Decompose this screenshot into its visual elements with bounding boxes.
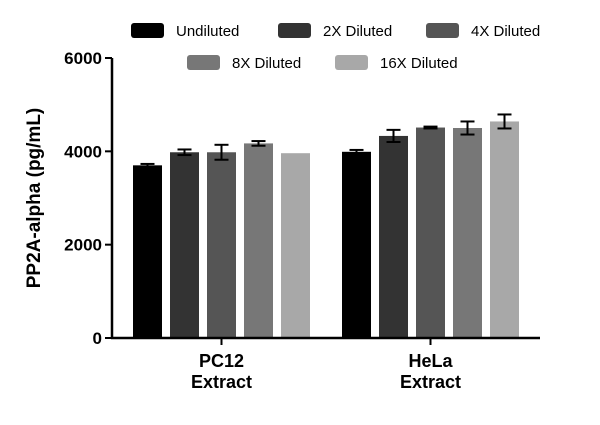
y-tick-label: 6000 xyxy=(64,49,102,68)
legend-swatch xyxy=(278,23,311,38)
legend: Undiluted 2X Diluted 4X Diluted 8X Diluted 1… xyxy=(131,23,540,72)
error-bars xyxy=(140,113,512,168)
bar xyxy=(490,121,519,338)
bar xyxy=(207,152,236,338)
legend-label: 4X Diluted xyxy=(471,23,540,40)
legend-swatch xyxy=(187,55,220,70)
bar xyxy=(342,151,371,338)
y-tick-label: 2000 xyxy=(64,236,102,255)
bar xyxy=(453,128,482,338)
bar xyxy=(379,135,408,338)
legend-label: 8X Diluted xyxy=(232,55,301,72)
legend-label: 16X Diluted xyxy=(380,55,458,72)
bar xyxy=(170,152,199,338)
y-tick-label: 0 xyxy=(93,329,102,348)
legend-label: 2X Diluted xyxy=(323,23,392,40)
x-tick-label: Extract xyxy=(400,372,461,392)
legend-label: Undiluted xyxy=(176,23,239,40)
x-tick-label: PC12 xyxy=(199,351,244,371)
x-tick-label: Extract xyxy=(191,372,252,392)
legend-swatch xyxy=(426,23,459,38)
bar xyxy=(244,143,273,338)
axes xyxy=(110,58,540,340)
y-tick-label: 4000 xyxy=(64,142,102,161)
x-tick-label: HeLa xyxy=(408,351,453,371)
legend-swatch xyxy=(335,55,368,70)
legend-swatch xyxy=(131,23,164,38)
y-ticks: 0 2000 4000 6000 xyxy=(64,49,112,348)
bar xyxy=(133,165,162,338)
bars xyxy=(133,121,519,339)
y-axis-title: PP2A-alpha (pg/mL) xyxy=(24,108,45,289)
bar xyxy=(416,127,445,339)
bar xyxy=(281,153,310,338)
